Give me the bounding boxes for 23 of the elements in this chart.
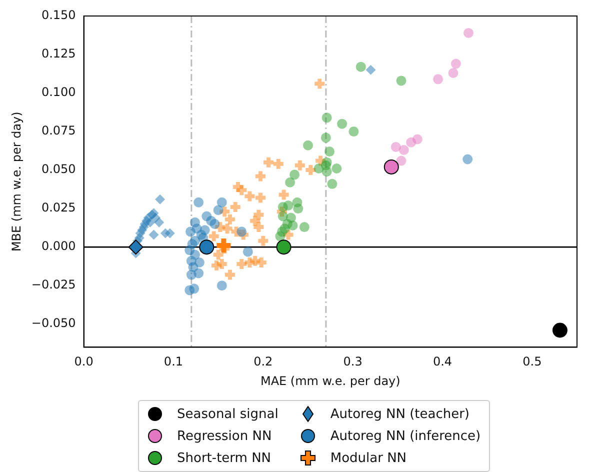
- x-tick-label: 0.4: [432, 354, 452, 369]
- legend-label: Modular NN: [330, 450, 407, 466]
- legend-label: Seasonal signal: [177, 406, 278, 422]
- y-tick-label: 0.150: [41, 8, 76, 22]
- x-axis-title: MAE (mm w.e. per day): [260, 374, 400, 388]
- y-tick-label: 0.125: [41, 46, 76, 61]
- x-tick-label: 0.1: [164, 354, 184, 369]
- y-axis-title: MBE (mm w.e. per day): [9, 112, 24, 252]
- x-tick-label: 0.5: [522, 354, 542, 369]
- y-tick-label: 0.075: [41, 124, 76, 138]
- legend-label: Autoreg NN (teacher): [330, 406, 470, 422]
- y-tick-label: −0.050: [31, 316, 76, 330]
- y-tick-label: 0.000: [41, 239, 76, 254]
- legend-label: Regression NN: [177, 428, 272, 444]
- x-tick-label: 0.3: [343, 354, 362, 369]
- x-tick-label: 0.0: [74, 354, 94, 369]
- legend-label: Short-term NN: [177, 450, 272, 466]
- y-tick-label: 0.050: [41, 162, 76, 176]
- y-tick-label: −0.025: [31, 278, 76, 292]
- x-tick-label: 0.2: [254, 354, 273, 369]
- y-tick-label: 0.025: [41, 200, 76, 215]
- y-tick-label: 0.100: [41, 85, 76, 100]
- legend-label: Autoreg NN (inference): [330, 428, 481, 444]
